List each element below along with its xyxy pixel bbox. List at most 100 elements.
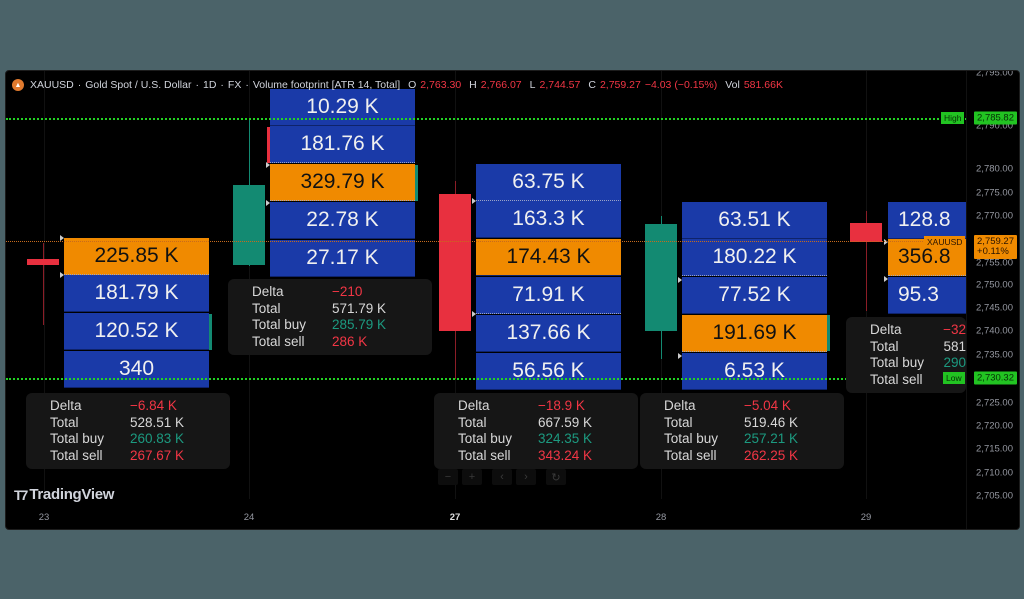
vah-marker-icon [678,277,682,283]
time-label: 29 [860,512,872,523]
change-value: −4.03 (−0.15%) [644,79,718,91]
total-buy-value: 290 [943,355,966,370]
footprint-27[interactable]: 63.75 K 163.3 K 174.43 K 71.91 K 137.66 … [476,164,621,391]
footprint-row: 180.22 K [682,239,827,276]
footprint-row: 120.52 K [64,313,209,350]
tradingview-logo[interactable]: T7 TradingView [14,486,115,503]
chart-panel[interactable]: ▲ XAUUSD · Gold Spot / U.S. Dollar · 1D … [5,70,1020,530]
chart-legend: ▲ XAUUSD · Gold Spot / U.S. Dollar · 1D … [12,77,783,93]
total-buy-value: 260.83 K [130,431,185,446]
footprint-row: 137.66 K [476,315,621,352]
interval[interactable]: 1D [202,79,217,91]
price-tick: 2,750.00 [976,279,1013,291]
vah-marker-icon [266,162,270,168]
total-buy-value: 285.79 K [332,317,387,332]
footprint-row: 77.52 K [682,277,827,314]
zoom-out-button[interactable]: − [438,469,458,485]
footprint-row: 181.76 K [270,126,415,163]
tradingview-logo-icon: T7 [14,486,28,503]
session-high-line [6,118,967,120]
time-axis[interactable]: 23 24 27 28 29 [6,507,967,529]
footprint-summary-27: Delta −18.9 K Total 667.59 K Total buy 324.… [434,393,638,469]
footprint-row: 95.3 [888,277,968,314]
val-marker-icon [472,311,476,317]
val-marker-icon [884,276,888,282]
total-value: 667.59 K [538,414,593,430]
footprint-summary-28: Delta −5.04 K Total 519.46 K Total buy 257.… [640,393,844,469]
low-label: Low [943,372,965,384]
last-price-tag: 2,759.27 +0.11% [974,235,1017,259]
footprint-row: 340 [64,351,209,388]
vah-marker-icon [472,198,476,204]
footprint-28[interactable]: 63.51 K 180.22 K 77.52 K 191.69 K 6.53 K [682,202,827,392]
imbalance-marker [209,314,212,350]
price-tick: 2,710.00 [976,467,1013,479]
low-value: 2,744.57 [539,79,581,91]
footprint-row-poc: 191.69 K [682,315,827,352]
footprint-24[interactable]: 10.29 K 181.76 K 329.79 K 22.78 K 27.17 … [270,89,415,279]
total-buy-value: 257.21 K [744,431,799,446]
total-sell-value: 343.24 K [538,447,593,463]
chart-navigation: − + ‹ › ↻ [438,469,566,485]
delta-value: −210 [332,284,363,299]
val-marker-icon [60,272,64,278]
price-tick: 2,775.00 [976,187,1013,199]
imbalance-marker [267,127,270,163]
candle-24[interactable] [233,185,265,265]
price-axis[interactable]: 2,795.00 2,790.00 2,780.00 2,775.00 2,77… [966,71,1019,529]
footprint-row: 63.51 K [682,202,827,239]
vah-marker-icon [60,235,64,241]
price-tick: 2,705.00 [976,490,1013,502]
exchange: FX [227,79,242,91]
price-tick: 2,790.00 [976,120,1013,132]
footprint-row: 27.17 K [270,240,415,277]
footprint-row-poc: 329.79 K [270,164,415,201]
time-label: 28 [655,512,667,523]
footprint-row: 181.79 K [64,275,209,312]
total-buy-value: 324.35 K [538,431,593,446]
imbalance-marker [415,165,418,201]
footprint-row: 22.78 K [270,202,415,239]
high-label: High [941,112,965,124]
total-value: 571.79 K [332,300,387,316]
candle-29[interactable] [850,223,882,242]
total-sell-value: 267.67 K [130,447,185,463]
scroll-left-button[interactable]: ‹ [492,469,512,485]
total-sell-value: 286 K [332,333,368,349]
footprint-29[interactable]: 128.8 356.8 95.3 [888,202,968,314]
volume-value: 581.66K [743,79,783,91]
price-tick: 2,770.00 [976,210,1013,222]
total-value: 528.51 K [130,414,185,430]
price-tick: 2,715.00 [976,443,1013,455]
low-price-tag: 2,730.32 [974,371,1017,385]
price-tick: 2,780.00 [976,163,1013,175]
footprint-row: 6.53 K [682,353,827,390]
total-value: 581 [943,338,966,354]
gold-symbol-icon: ▲ [12,79,24,91]
zoom-in-button[interactable]: + [462,469,482,485]
footprint-row-poc: 174.43 K [476,239,621,276]
scroll-right-button[interactable]: › [516,469,536,485]
val-marker-icon [678,353,682,359]
price-tick: 2,755.00 [976,257,1013,269]
delta-value: −5.04 K [744,398,791,413]
indicator-name[interactable]: Volume footprint [ATR 14, Total] [252,79,401,91]
price-tick: 2,745.00 [976,302,1013,314]
reset-chart-button[interactable]: ↻ [546,469,566,485]
footprint-row: 63.75 K [476,164,621,201]
delta-value: −6.84 K [130,398,177,413]
delta-value: −18.9 K [538,398,585,413]
candle-wick [43,243,44,325]
candle-27[interactable] [439,194,471,331]
price-tick: 2,720.00 [976,420,1013,432]
candle-23[interactable] [27,259,59,265]
symbol-name[interactable]: XAUUSD [30,79,74,91]
footprint-row: 163.3 K [476,201,621,238]
delta-value: −32 [943,322,966,337]
footprint-row: 71.91 K [476,277,621,314]
vah-marker-icon [884,239,888,245]
grid-line [44,71,45,499]
open-value: 2,763.30 [420,79,462,91]
footprint-23[interactable]: 225.85 K 181.79 K 120.52 K 340 [64,238,209,388]
total-value: 519.46 K [744,414,799,430]
